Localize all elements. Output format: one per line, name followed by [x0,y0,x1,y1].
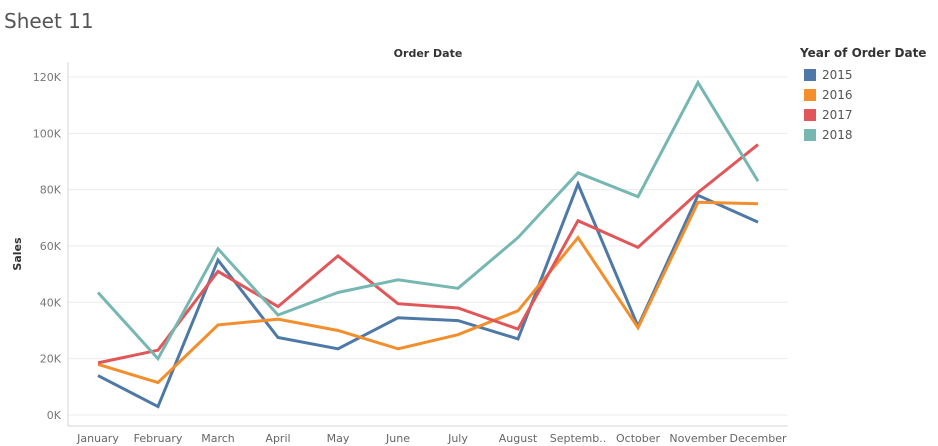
legend-item-2017[interactable]: 2017 [800,105,926,125]
x-tick-label: May [327,432,350,445]
series-line-2016 [97,200,759,385]
x-tick-label: Septemb.. [550,432,607,445]
legend-title: Year of Order Date [800,46,927,60]
x-tick-label: October [616,432,660,445]
legend-label: 2017 [822,108,853,122]
legend-label: 2015 [822,68,853,82]
legend-swatch [804,109,816,121]
series-line-2017 [97,143,759,365]
x-tick-label: November [669,432,727,445]
legend-swatch [804,69,816,81]
x-tick-label: February [134,432,183,445]
x-tick-label: August [499,432,538,445]
y-tick-label: 80K [40,184,62,197]
y-tick-label: 60K [40,240,62,253]
y-tick-label: 100K [33,127,62,140]
x-tick-label: December [729,432,787,445]
x-axis-title: Order Date [394,47,463,60]
legend-item-2015[interactable]: 2015 [800,65,926,85]
x-tick-label: June [385,432,410,445]
legend-swatch [804,89,816,101]
legend-items: 2015 2016 2017 2018 [800,65,926,145]
legend-label: 2018 [822,128,853,142]
series-line-2018 [96,79,760,362]
legend-item-2018[interactable]: 2018 [800,125,926,145]
y-tick-label: 120K [33,71,62,84]
x-tick-label: July [447,432,468,445]
series-line-2015 [97,179,759,409]
x-tick-label: March [201,432,235,445]
legend-label: 2016 [822,88,853,102]
x-tick-label: April [265,432,290,445]
y-axis-title: Sales [11,237,24,271]
legend-item-2016[interactable]: 2016 [800,85,926,105]
legend-swatch [804,129,816,141]
y-tick-label: 20K [40,353,62,366]
y-tick-label: 0K [47,409,62,422]
y-tick-label: 40K [40,296,62,309]
x-tick-label: January [76,432,119,445]
legend: Year of Order Date 2015 2016 2017 2018 [800,46,926,145]
sheet-title: Sheet 11 [4,9,94,33]
